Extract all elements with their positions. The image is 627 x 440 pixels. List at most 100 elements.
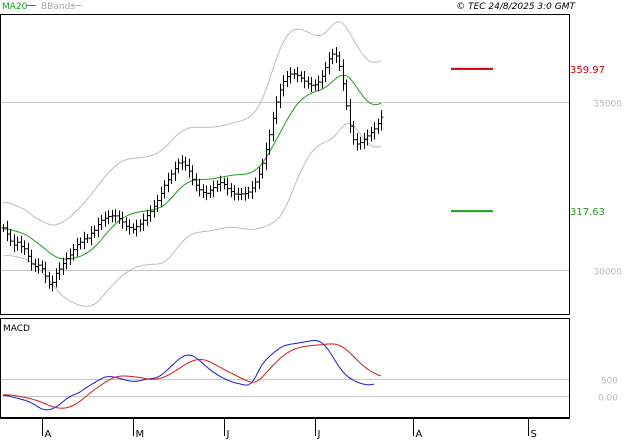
- bbands-upper-line: [3, 21, 382, 226]
- price-bar: [138, 219, 143, 232]
- price-bar: [99, 214, 104, 230]
- price-bar: [113, 209, 118, 223]
- price-bar: [379, 110, 384, 131]
- price-bar: [271, 111, 276, 142]
- macd-tick-label: 0.00: [598, 394, 618, 404]
- price-bar: [204, 185, 209, 201]
- price-bar: [334, 47, 339, 63]
- price-bar: [316, 75, 321, 92]
- gridlines: [1, 102, 569, 397]
- signal-line: [2, 343, 382, 409]
- price-bar: [246, 186, 251, 199]
- price-bar: [253, 177, 258, 193]
- price-bar: [78, 237, 83, 250]
- price-bar: [33, 258, 38, 272]
- price-bar: [306, 76, 311, 89]
- price-bar: [323, 61, 328, 83]
- price-bar: [50, 275, 55, 292]
- date-tick-label: S: [531, 429, 537, 440]
- price-bar: [64, 252, 69, 270]
- price-bar: [96, 217, 101, 238]
- price-bar: [288, 67, 293, 84]
- ma20-legend-label: MA20: [2, 2, 28, 12]
- macd-panel-title: MACD: [3, 324, 30, 334]
- price-bar: [162, 180, 167, 199]
- date-tick-label: J: [317, 429, 321, 440]
- bbands-series: [2, 21, 382, 307]
- price-bar: [159, 186, 164, 208]
- price-bar: [215, 180, 220, 192]
- price-bar: [285, 71, 290, 88]
- price-bar: [239, 188, 244, 201]
- price-bar: [351, 121, 356, 145]
- price-bar: [68, 248, 73, 266]
- date-tick-label: A: [416, 429, 423, 440]
- price-bar: [218, 175, 223, 192]
- price-bar: [29, 249, 34, 271]
- price-bar: [211, 180, 216, 198]
- price-bar: [229, 183, 234, 198]
- price-bar: [365, 129, 370, 146]
- bbands-lower-line: [2, 122, 382, 307]
- price-bar: [190, 165, 195, 186]
- price-bar: [309, 76, 314, 93]
- date-tick-label: A: [45, 429, 52, 440]
- price-bar: [180, 155, 185, 170]
- resistance-level-label: 359.97: [570, 65, 605, 76]
- price-bar: [131, 223, 136, 234]
- bbands-legend-label: BBands: [41, 2, 75, 12]
- price-bar: [148, 205, 153, 222]
- price-bar: [348, 98, 353, 134]
- price-bar: [376, 118, 381, 134]
- price-bar: [22, 240, 27, 255]
- price-bar: [71, 243, 76, 261]
- price-bar: [155, 194, 160, 213]
- price-bar: [75, 237, 80, 257]
- price-bar: [330, 48, 335, 65]
- price-bar: [1, 223, 6, 232]
- price-bar: [43, 261, 48, 284]
- price-tick-label: 30000: [593, 268, 622, 278]
- price-bar: [145, 209, 150, 226]
- price-bar: [267, 129, 272, 155]
- price-bar: [120, 211, 125, 229]
- price-bar: [12, 234, 17, 252]
- price-bar: [85, 233, 90, 243]
- price-bar: [257, 167, 262, 190]
- price-bar: [264, 142, 269, 171]
- price-bar: [194, 173, 199, 192]
- macd-series: [2, 339, 382, 411]
- price-bar: [82, 231, 87, 250]
- price-bar: [173, 161, 178, 182]
- price-bar: [222, 177, 227, 190]
- price-bar: [134, 219, 139, 237]
- price-bar: [320, 70, 325, 89]
- price-bar: [5, 220, 10, 242]
- date-tick-label: J: [226, 429, 230, 440]
- price-panel-frame: [0, 14, 570, 315]
- price-bar: [187, 158, 192, 178]
- price-bar: [369, 126, 374, 142]
- price-bar: [260, 158, 265, 179]
- price-levels: 359.97 317.63: [451, 65, 605, 218]
- price-bar: [281, 75, 286, 97]
- price-bar: [106, 210, 111, 225]
- price-bar: [355, 132, 360, 151]
- price-tick-label: 35000: [593, 100, 622, 110]
- price-bar: [197, 178, 202, 197]
- copyright-timestamp: © TEC 24/8/2025 3:0 GMT: [456, 2, 576, 12]
- price-bar: [127, 219, 132, 235]
- price-bar: [358, 136, 363, 150]
- macd-line: [2, 339, 375, 411]
- macd-tick-label: 500: [601, 377, 618, 387]
- price-bar: [274, 96, 279, 125]
- price-bar: [225, 177, 230, 196]
- macd-panel-frame: [0, 318, 570, 418]
- price-bar: [232, 185, 237, 201]
- price-bar: [141, 213, 146, 231]
- price-bar: [169, 169, 174, 185]
- price-bar: [89, 226, 94, 246]
- price-bar: [327, 52, 332, 75]
- date-tick-label: M: [136, 429, 145, 440]
